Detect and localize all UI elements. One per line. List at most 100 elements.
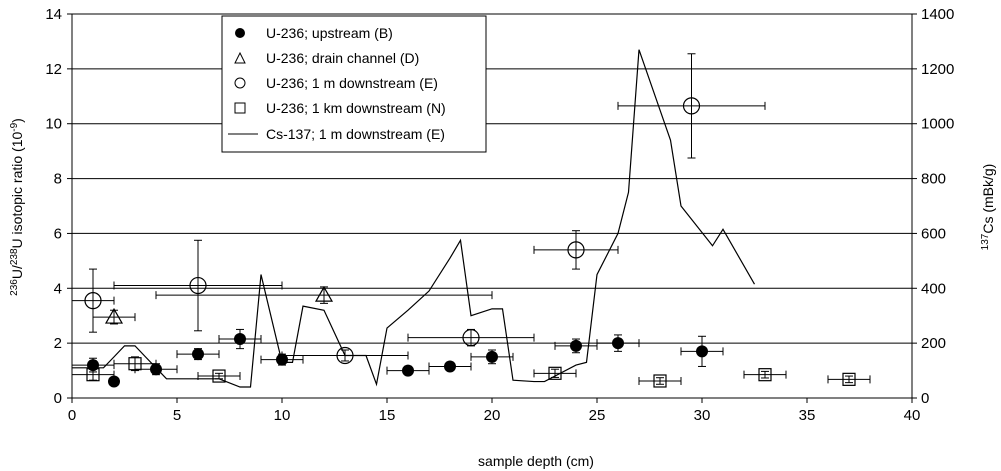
data-point bbox=[71, 268, 115, 333]
legend-label: U-236; drain channel (D) bbox=[266, 50, 419, 66]
open-circle-marker bbox=[462, 329, 480, 347]
x-tick-label: 35 bbox=[799, 407, 816, 424]
y2-axis-title: 137Cs (mBk/g) bbox=[980, 164, 996, 251]
data-point bbox=[407, 328, 535, 347]
axes bbox=[71, 14, 913, 399]
y-tick-label: 14 bbox=[45, 6, 62, 23]
open-square-marker bbox=[212, 369, 226, 383]
y2-tick-label: 1000 bbox=[921, 116, 954, 133]
legend-item-upstream: U-236; upstream (B) bbox=[235, 25, 393, 41]
x-tick-label: 5 bbox=[173, 407, 181, 424]
y2-label-rest: Cs (mBk/g) bbox=[980, 164, 996, 234]
y2-tick-label: 400 bbox=[921, 280, 946, 297]
y-tick-label: 0 bbox=[54, 390, 62, 407]
legend-box bbox=[221, 15, 487, 153]
y-label-mid2: U isotopic ratio (10 bbox=[9, 132, 25, 249]
data-point bbox=[71, 368, 115, 382]
x-tick-label: 0 bbox=[68, 407, 76, 424]
x-tick-label: 10 bbox=[274, 407, 291, 424]
y2-label-sup: 137 bbox=[980, 233, 991, 250]
x-tick-label: 20 bbox=[484, 407, 501, 424]
filled-circle-marker bbox=[612, 337, 624, 350]
legend: U-236; upstream (B) U-236; drain channel… bbox=[221, 15, 487, 153]
y-axis-title: 236U/238U isotopic ratio (10-9) bbox=[9, 118, 25, 296]
data-point bbox=[108, 375, 120, 388]
data-point bbox=[680, 335, 724, 367]
open-square-marker bbox=[842, 372, 856, 386]
data-point bbox=[743, 368, 787, 382]
open-circle-marker bbox=[682, 97, 701, 115]
x-axis-title: sample depth (cm) bbox=[478, 453, 594, 469]
data-point bbox=[533, 366, 577, 380]
triangle-icon bbox=[234, 51, 246, 64]
y2-axis-ticks: 0 200 400 600 800 1000 1200 1400 bbox=[912, 6, 954, 407]
data-point bbox=[638, 374, 682, 388]
data-point bbox=[113, 356, 157, 372]
data-point bbox=[176, 348, 220, 361]
data-point bbox=[617, 53, 766, 159]
open-circle-marker bbox=[567, 241, 585, 259]
y-tick-label: 4 bbox=[54, 280, 62, 297]
data-point bbox=[155, 285, 493, 304]
filled-circle-icon bbox=[235, 28, 245, 38]
legend-item-drain-channel: U-236; drain channel (D) bbox=[234, 50, 419, 66]
x-tick-label: 15 bbox=[379, 407, 396, 424]
filled-circle-marker bbox=[402, 364, 414, 377]
open-square-marker bbox=[128, 357, 142, 371]
y-tick-label: 12 bbox=[45, 61, 62, 78]
y2-tick-label: 200 bbox=[921, 335, 946, 352]
data-point bbox=[218, 328, 262, 350]
y2-tick-label: 1200 bbox=[921, 61, 954, 78]
filled-circle-marker bbox=[486, 350, 498, 363]
data-point bbox=[827, 372, 871, 386]
data-point bbox=[596, 334, 640, 352]
filled-circle-marker bbox=[570, 339, 582, 352]
data-point bbox=[470, 349, 514, 365]
legend-label: Cs-137; 1 m downstream (E) bbox=[266, 126, 445, 142]
open-triangle-marker bbox=[314, 285, 334, 302]
y2-tick-label: 600 bbox=[921, 225, 946, 242]
open-circle-icon bbox=[234, 77, 246, 89]
y-tick-label: 6 bbox=[54, 225, 62, 242]
data-point bbox=[554, 338, 598, 354]
y-tick-label: 10 bbox=[45, 116, 62, 133]
open-square-marker bbox=[758, 368, 772, 382]
y-label-exp: -9 bbox=[9, 122, 20, 131]
y-tick-label: 2 bbox=[54, 335, 62, 352]
y2-tick-label: 800 bbox=[921, 171, 946, 188]
y-label-mid1: U/ bbox=[9, 265, 25, 279]
data-point bbox=[281, 346, 409, 365]
legend-item-cs137: Cs-137; 1 m downstream (E) bbox=[228, 126, 445, 142]
data-point bbox=[197, 369, 241, 383]
open-circle-marker bbox=[84, 292, 102, 310]
open-circle-marker bbox=[189, 276, 207, 295]
filled-circle-marker bbox=[276, 353, 288, 366]
data-point bbox=[533, 230, 619, 270]
filled-circle-marker bbox=[192, 348, 204, 361]
open-square-marker bbox=[548, 366, 562, 380]
legend-item-1m-downstream: U-236; 1 m downstream (E) bbox=[234, 75, 438, 91]
data-point bbox=[92, 307, 136, 325]
y-label-end: ) bbox=[9, 118, 25, 123]
legend-label: U-236; upstream (B) bbox=[266, 25, 393, 41]
open-square-icon bbox=[234, 102, 246, 114]
data-point bbox=[113, 239, 283, 332]
y2-tick-label: 0 bbox=[921, 390, 929, 407]
legend-item-1km-downstream: U-236; 1 km downstream (N) bbox=[234, 100, 446, 116]
y2-tick-label: 1400 bbox=[921, 6, 954, 23]
legend-label: U-236; 1 m downstream (E) bbox=[266, 75, 438, 91]
filled-circle-marker bbox=[150, 363, 162, 376]
data-point bbox=[428, 360, 472, 373]
filled-circle-marker bbox=[108, 375, 120, 388]
filled-circle-marker bbox=[444, 360, 456, 373]
grid-lines bbox=[72, 13, 912, 344]
x-tick-label: 25 bbox=[589, 407, 606, 424]
open-square-marker bbox=[86, 368, 100, 382]
y-axis-ticks: 0 2 4 6 8 10 12 14 bbox=[45, 6, 72, 407]
legend-label: U-236; 1 km downstream (N) bbox=[266, 100, 446, 116]
open-square-marker bbox=[653, 374, 667, 388]
y-tick-label: 8 bbox=[54, 171, 62, 188]
u236-series bbox=[71, 53, 871, 388]
y-label-sup1: 236 bbox=[9, 279, 20, 296]
